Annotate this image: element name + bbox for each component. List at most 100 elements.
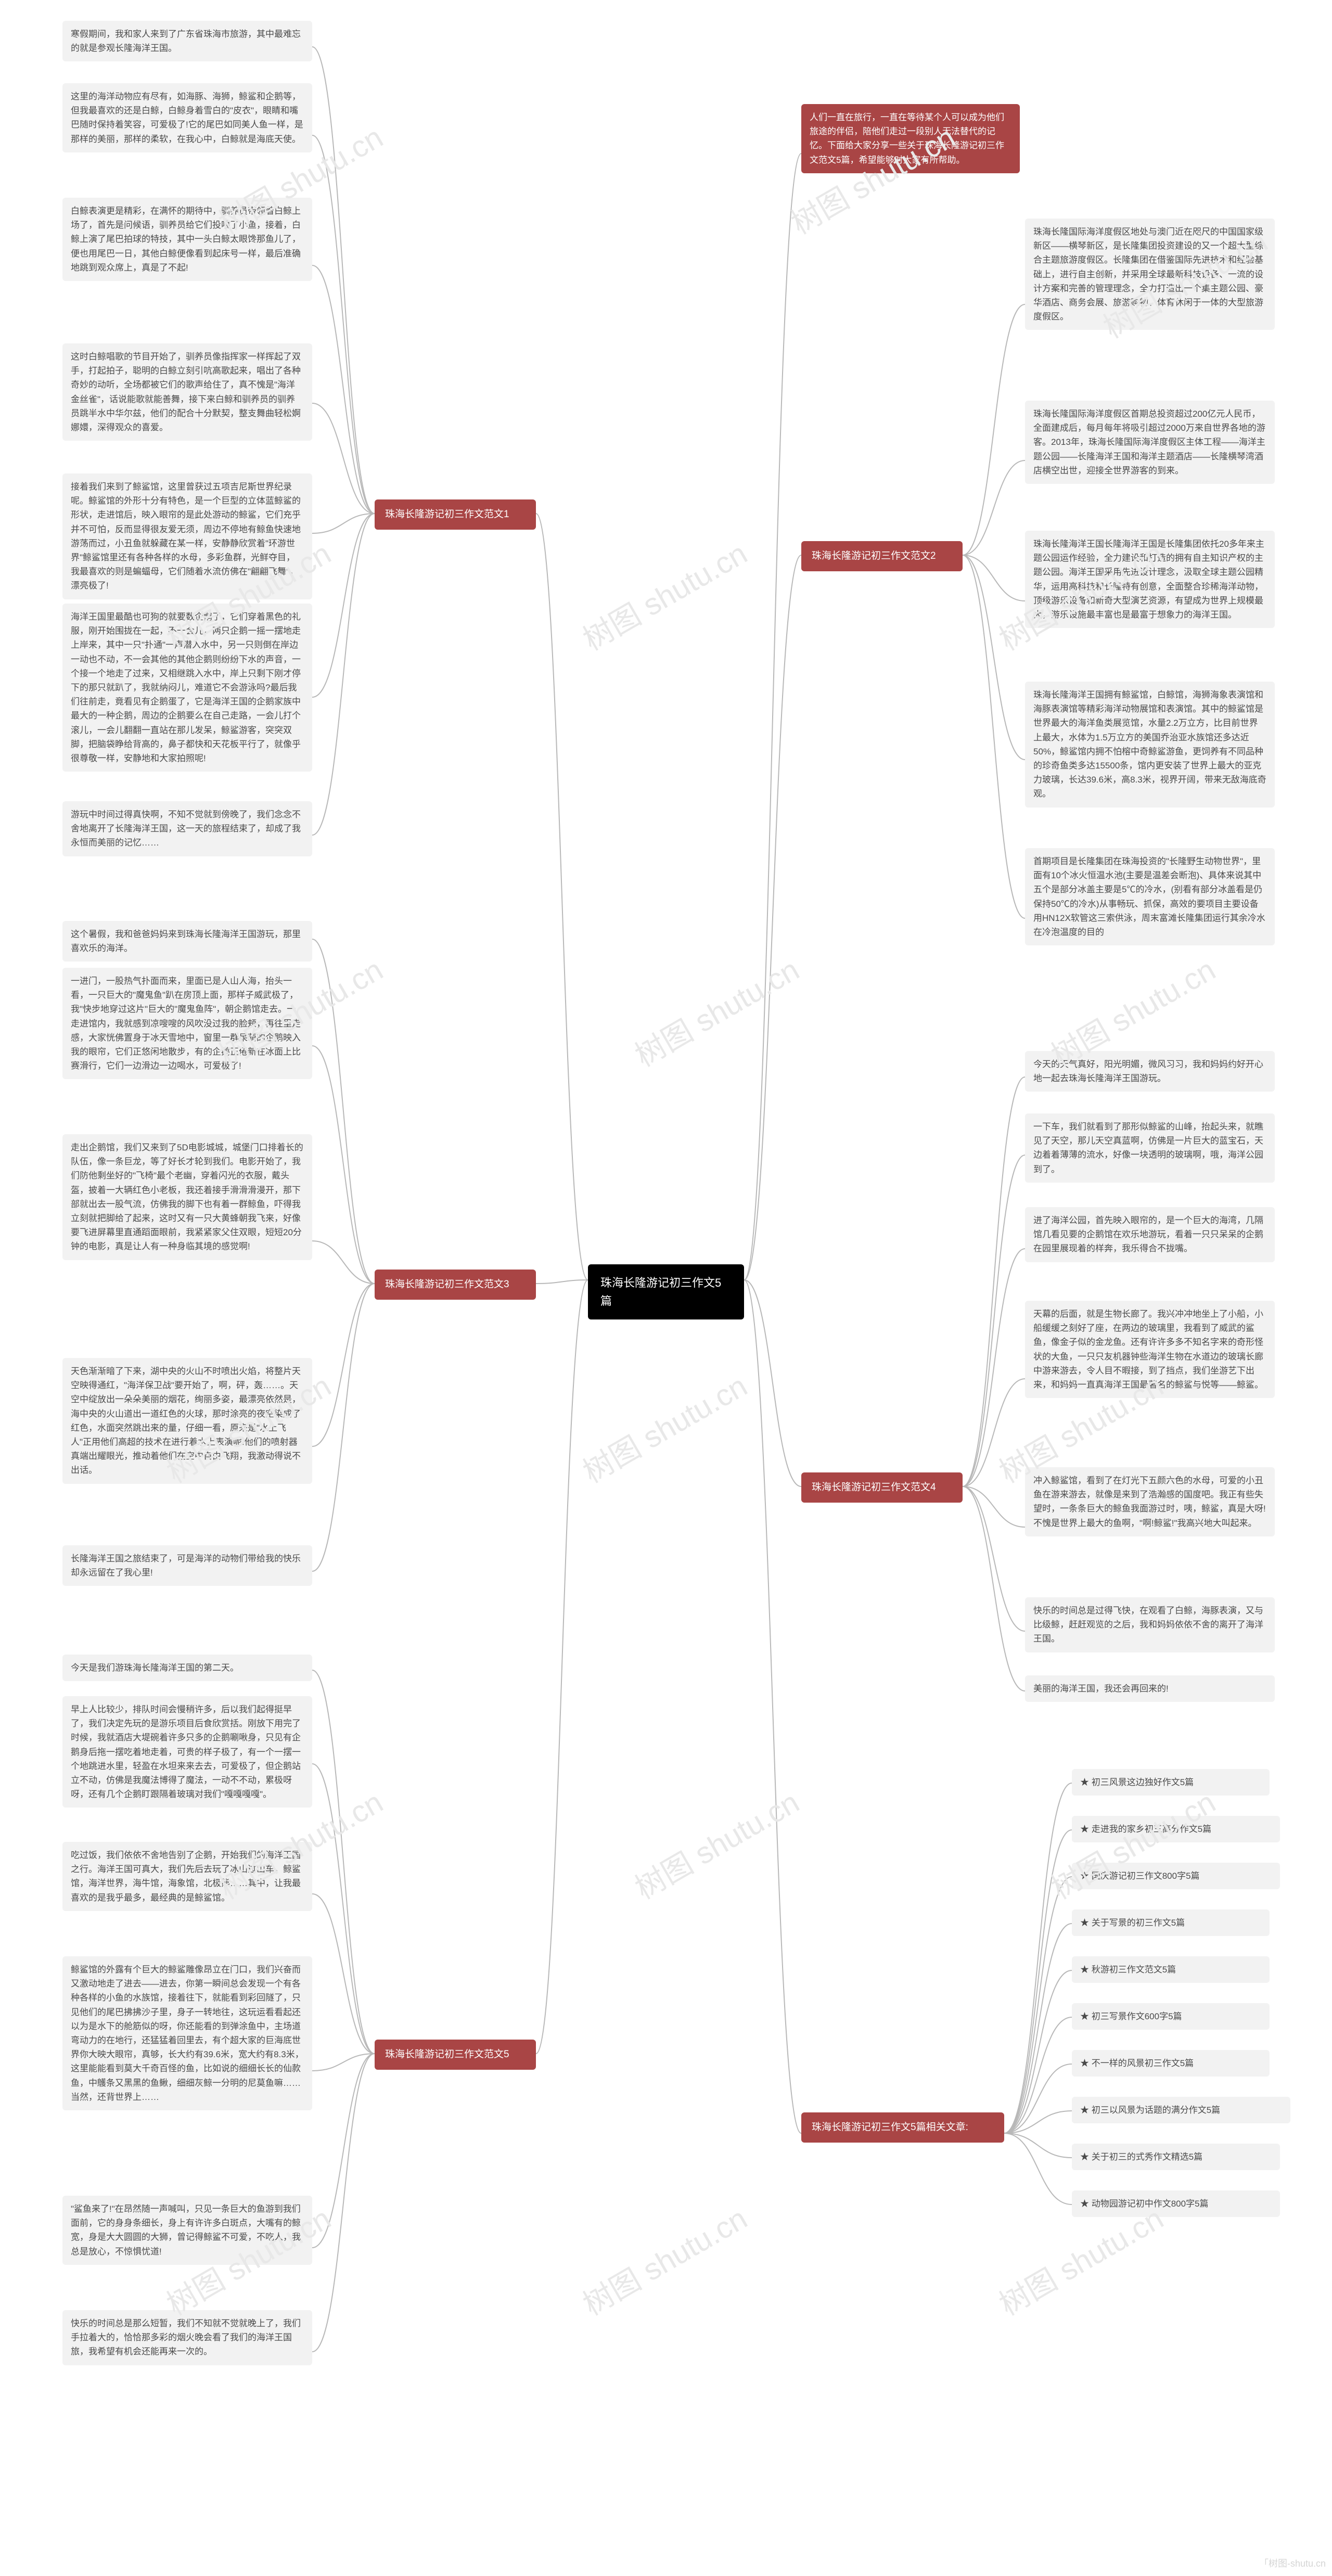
leaf-node: 快乐的时间总是过得飞快，在观看了白鲸，海豚表演，又与比级鲸，赶赶观览的之后，我和… <box>1025 1597 1275 1652</box>
leaf-node: 这时白鲸唱歌的节目开始了，驯养员像指挥家一样挥起了双手，打起拍子，聪明的白鲸立刻… <box>62 343 312 441</box>
leaf-text: ★ 初三写景作文600字5篇 <box>1080 2011 1182 2021</box>
leaf-text: ★ 秋游初三作文范文5篇 <box>1080 1965 1176 1975</box>
section-node: 珠海长隆游记初三作文范文4 <box>801 1472 963 1503</box>
section-label: 珠海长隆游记初三作文范文4 <box>812 1482 936 1493</box>
leaf-node: 长隆海洋王国之旅结束了，可是海洋的动物们带给我的快乐却永远留在了我心里! <box>62 1545 312 1586</box>
section-node: 珠海长隆游记初三作文范文1 <box>375 499 536 530</box>
leaf-node: 天幕的后面，就是生物长廊了。我兴冲冲地坐上了小船，小船缓缓之刻好了座，在两边的玻… <box>1025 1301 1275 1398</box>
leaf-node: ★ 初三以风景为话题的满分作文5篇 <box>1072 2097 1290 2123</box>
leaf-node: 天色渐渐暗了下来，湖中央的火山不时喷出火焰，将整片天空映得通红，"海洋保卫战"要… <box>62 1358 312 1484</box>
leaf-node: 美丽的海洋王国，我还会再回来的! <box>1025 1675 1275 1702</box>
leaf-text: 鲸鲨馆的外露有个巨大的鲸鲨雕像昂立在门口，我们兴奋而又激动地走了进去——进去，你… <box>71 1965 304 2102</box>
leaf-node: ★ 关于初三的式秀作文精选5篇 <box>1072 2144 1280 2170</box>
leaf-node: 今天是我们游珠海长隆海洋王国的第二天。 <box>62 1655 312 1681</box>
leaf-node: ★ 国庆游记初三作文800字5篇 <box>1072 1863 1280 1889</box>
leaf-node: ★ 秋游初三作文范文5篇 <box>1072 1956 1270 1983</box>
leaf-text: 一下车，我们就看到了那形似鲸鲨的山峰，抬起头来，就瞧见了天空，那儿天空真蓝啊，仿… <box>1033 1122 1263 1174</box>
leaf-text: 海洋王国里最酷也可狗的就要数企鹅了，它们穿着黑色的礼服，刚开始围拢在一起，不一会… <box>71 612 301 763</box>
leaf-text: 进了海洋公园，首先映入眼帘的，是一个巨大的海湾，几隔馆几看见要的企鹅馆在欢乐地游… <box>1033 1215 1263 1253</box>
leaf-text: 早上人比较少，排队时间会慢稍许多，后以我们起得挺早了，我们决定先玩的是游乐项目后… <box>71 1704 301 1799</box>
leaf-text: ★ 初三风景这边独好作文5篇 <box>1080 1777 1194 1787</box>
leaf-text: 游玩中时间过得真快啊，不知不觉就到傍晚了，我们念念不舍地离开了长隆海洋王国，这一… <box>71 810 301 848</box>
leaf-node: 一进门，一股热气扑面而来，里面已是人山人海，抬头一看，一只巨大的"魔鬼鱼"趴在房… <box>62 968 312 1079</box>
watermark-corner: 「树图-shutu.cn <box>1259 2556 1326 2570</box>
leaf-text: 一进门，一股热气扑面而来，里面已是人山人海，抬头一看，一只巨大的"魔鬼鱼"趴在房… <box>71 976 301 1071</box>
leaf-node: ★ 动物园游记初中作文800字5篇 <box>1072 2190 1280 2217</box>
leaf-node: 鲸鲨馆的外露有个巨大的鲸鲨雕像昂立在门口，我们兴奋而又激动地走了进去——进去，你… <box>62 1956 312 2110</box>
leaf-text: 首期项目是长隆集团在珠海投资的"长隆野生动物世界"，里面有10个冰火恒温水池(主… <box>1033 856 1265 937</box>
leaf-node: ★ 不一样的风景初三作文5篇 <box>1072 2050 1270 2077</box>
leaf-node: "鲨鱼来了!"在昂然随一声喊叫，只见一条巨大的鱼游到我们面前，它的身身条细长，身… <box>62 2196 312 2265</box>
watermark: 树图 shutu.cn <box>574 2195 754 2324</box>
leaf-text: ★ 国庆游记初三作文800字5篇 <box>1080 1871 1200 1881</box>
leaf-node: 珠海长隆海洋王国长隆海洋王国是长隆集团依托20多年来主题公园运作经验，全力建设和… <box>1025 531 1275 628</box>
leaf-node: ★ 初三风景这边独好作文5篇 <box>1072 1769 1270 1796</box>
watermark: 树图 shutu.cn <box>574 1362 754 1491</box>
leaf-text: 快乐的时间总是过得飞快，在观看了白鲸，海豚表演，又与比级鲸，赶赶观览的之后，我和… <box>1033 1606 1263 1644</box>
leaf-text: ★ 不一样的风景初三作文5篇 <box>1080 2058 1194 2068</box>
leaf-node: 珠海长隆国际海洋度假区地处与澳门近在咫尺的中国国家级新区——横琴新区，是长隆集团… <box>1025 219 1275 330</box>
leaf-node: 一下车，我们就看到了那形似鲸鲨的山峰，抬起头来，就瞧见了天空，那儿天空真蓝啊，仿… <box>1025 1113 1275 1183</box>
leaf-text: 这时白鲸唱歌的节目开始了，驯养员像指挥家一样挥起了双手，打起拍子，聪明的白鲸立刻… <box>71 352 301 432</box>
leaf-text: 白鲸表演更是精彩，在满怀的期待中，驯养员带领着白鲸上场了，首先是问候语，驯养员给… <box>71 206 301 273</box>
leaf-text: 珠海长隆海洋王国长隆海洋王国是长隆集团依托20多年来主题公园运作经验，全力建设和… <box>1033 539 1264 620</box>
leaf-node: ★ 关于写景的初三作文5篇 <box>1072 1909 1270 1936</box>
leaf-node: 白鲸表演更是精彩，在满怀的期待中，驯养员带领着白鲸上场了，首先是问候语，驯养员给… <box>62 198 312 281</box>
leaf-node: 这个暑假，我和爸爸妈妈来到珠海长隆海洋王国游玩，那里喜欢乐的海洋。 <box>62 921 312 962</box>
leaf-node: 吃过饭，我们依依不舍地告别了企鹅，开始我们的海洋王国之行。海洋王国可真大，我们先… <box>62 1842 312 1911</box>
leaf-text: "鲨鱼来了!"在昂然随一声喊叫，只见一条巨大的鱼游到我们面前，它的身身条细长，身… <box>71 2204 301 2257</box>
leaf-text: ★ 走进我的家乡初三高分作文5篇 <box>1080 1824 1211 1834</box>
leaf-node: 冲入鲸鲨馆，看到了在灯光下五颜六色的水母，可爱的小丑鱼在游来游去，就像是来到了浩… <box>1025 1467 1275 1536</box>
leaf-node: ★ 走进我的家乡初三高分作文5篇 <box>1072 1816 1280 1842</box>
section-label: 珠海长隆游记初三作文范文2 <box>812 550 936 561</box>
watermark: 树图 shutu.cn <box>626 1778 806 1907</box>
leaf-text: ★ 关于初三的式秀作文精选5篇 <box>1080 2152 1202 2162</box>
root-label: 珠海长隆游记初三作文5篇 <box>600 1276 721 1308</box>
leaf-text: 吃过饭，我们依依不舍地告别了企鹅，开始我们的海洋王国之行。海洋王国可真大，我们先… <box>71 1850 301 1903</box>
watermark: 树图 shutu.cn <box>626 946 806 1075</box>
leaf-node: 海洋王国里最酷也可狗的就要数企鹅了，它们穿着黑色的礼服，刚开始围拢在一起，不一会… <box>62 604 312 772</box>
leaf-text: 今天是我们游珠海长隆海洋王国的第二天。 <box>71 1663 239 1673</box>
leaf-text: 快乐的时间总是那么短暂，我们不知就不觉就晚上了，我们手拉着大的，恰恰那多彩的烟火… <box>71 2318 301 2356</box>
leaf-node: 寒假期间，我和家人来到了广东省珠海市旅游，其中最难忘的就是参观长隆海洋王国。 <box>62 21 312 61</box>
leaf-text: 珠海长隆国际海洋度假区首期总投资超过200亿元人民币，全面建成后，每月每年将吸引… <box>1033 409 1265 476</box>
section-label: 珠海长隆游记初三作文范文5 <box>385 2049 509 2060</box>
leaf-text: ★ 动物园游记初中作文800字5篇 <box>1080 2199 1209 2209</box>
intro-node: 人们一直在旅行，一直在等待某个人可以成为他们旅途的伴侣，陪他们走过一段别人无法替… <box>801 104 1020 173</box>
leaf-node: 快乐的时间总是那么短暂，我们不知就不觉就晚上了，我们手拉着大的，恰恰那多彩的烟火… <box>62 2310 312 2365</box>
leaf-node: 这里的海洋动物应有尽有，如海豚、海狮，鲸鲨和企鹅等，但我最喜欢的还是白鲸，白鲸身… <box>62 83 312 152</box>
leaf-text: ★ 关于写景的初三作文5篇 <box>1080 1918 1185 1928</box>
leaf-node: ★ 初三写景作文600字5篇 <box>1072 2003 1270 2030</box>
leaf-node: 珠海长隆国际海洋度假区首期总投资超过200亿元人民币，全面建成后，每月每年将吸引… <box>1025 401 1275 484</box>
leaf-text: 寒假期间，我和家人来到了广东省珠海市旅游，其中最难忘的就是参观长隆海洋王国。 <box>71 29 301 53</box>
leaf-text: ★ 初三以风景为话题的满分作文5篇 <box>1080 2105 1220 2115</box>
leaf-text: 走出企鹅馆，我们又来到了5D电影城城，城堡门口排着长的队伍，像一条巨龙，等了好长… <box>71 1143 303 1251</box>
leaf-node: 首期项目是长隆集团在珠海投资的"长隆野生动物世界"，里面有10个冰火恒温水池(主… <box>1025 848 1275 945</box>
leaf-text: 珠海长隆国际海洋度假区地处与澳门近在咫尺的中国国家级新区——横琴新区，是长隆集团… <box>1033 227 1263 322</box>
leaf-text: 天色渐渐暗了下来，湖中央的火山不时喷出火焰，将整片天空映得通红，"海洋保卫战"要… <box>71 1366 301 1475</box>
leaf-node: 游玩中时间过得真快啊，不知不觉就到傍晚了，我们念念不舍地离开了长隆海洋王国，这一… <box>62 801 312 856</box>
leaf-node: 走出企鹅馆，我们又来到了5D电影城城，城堡门口排着长的队伍，像一条巨龙，等了好长… <box>62 1134 312 1260</box>
leaf-text: 珠海长隆海洋王国拥有鲸鲨馆，白鲸馆，海狮海象表演馆和海豚表演馆等精彩海洋动物展馆… <box>1033 690 1266 799</box>
leaf-text: 今天的天气真好，阳光明媚，微风习习，我和妈妈约好开心地一起去珠海长隆海洋王国游玩… <box>1033 1059 1263 1083</box>
mindmap-canvas: 珠海长隆游记初三作文5篇 人们一直在旅行，一直在等待某个人可以成为他们旅途的伴侣… <box>0 0 1332 2576</box>
leaf-node: 珠海长隆海洋王国拥有鲸鲨馆，白鲸馆，海狮海象表演馆和海豚表演馆等精彩海洋动物展馆… <box>1025 682 1275 808</box>
leaf-node: 进了海洋公园，首先映入眼帘的，是一个巨大的海湾，几隔馆几看见要的企鹅馆在欢乐地游… <box>1025 1207 1275 1262</box>
section-label: 珠海长隆游记初三作文5篇相关文章: <box>812 2122 968 2133</box>
section-label: 珠海长隆游记初三作文范文3 <box>385 1279 509 1290</box>
root-node: 珠海长隆游记初三作文5篇 <box>588 1264 744 1319</box>
leaf-text: 长隆海洋王国之旅结束了，可是海洋的动物们带给我的快乐却永远留在了我心里! <box>71 1554 301 1578</box>
leaf-text: 天幕的后面，就是生物长廊了。我兴冲冲地坐上了小船，小船缓缓之刻好了座，在两边的玻… <box>1033 1309 1263 1390</box>
leaf-text: 这个暑假，我和爸爸妈妈来到珠海长隆海洋王国游玩，那里喜欢乐的海洋。 <box>71 929 301 953</box>
section-label: 珠海长隆游记初三作文范文1 <box>385 509 509 520</box>
leaf-text: 这里的海洋动物应有尽有，如海豚、海狮，鲸鲨和企鹅等，但我最喜欢的还是白鲸，白鲸身… <box>71 92 303 144</box>
section-node: 珠海长隆游记初三作文范文2 <box>801 541 963 571</box>
section-node: 珠海长隆游记初三作文5篇相关文章: <box>801 2112 1004 2143</box>
leaf-node: 早上人比较少，排队时间会慢稍许多，后以我们起得挺早了，我们决定先玩的是游乐项目后… <box>62 1696 312 1808</box>
leaf-text: 接着我们来到了鲸鲨馆，这里曾获过五项吉尼斯世界纪录呢。鲸鲨馆的外形十分有特色，是… <box>71 482 301 591</box>
section-node: 珠海长隆游记初三作文范文5 <box>375 2040 536 2070</box>
leaf-text: 美丽的海洋王国，我还会再回来的! <box>1033 1684 1169 1694</box>
leaf-node: 接着我们来到了鲸鲨馆，这里曾获过五项吉尼斯世界纪录呢。鲸鲨馆的外形十分有特色，是… <box>62 473 312 599</box>
leaf-node: 今天的天气真好，阳光明媚，微风习习，我和妈妈约好开心地一起去珠海长隆海洋王国游玩… <box>1025 1051 1275 1092</box>
leaf-text: 冲入鲸鲨馆，看到了在灯光下五颜六色的水母，可爱的小丑鱼在游来游去，就像是来到了浩… <box>1033 1476 1266 1528</box>
